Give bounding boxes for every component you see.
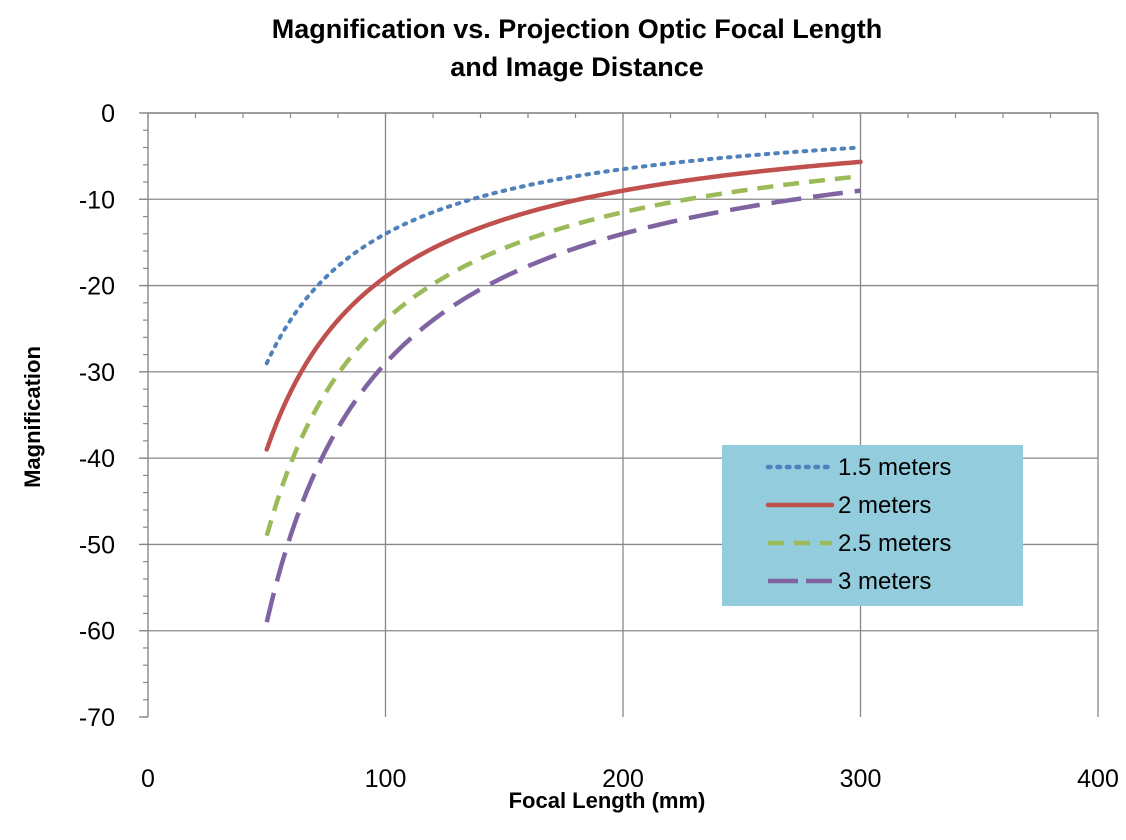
tick-labels: 0 -10 -20 -30 -40 -50 -60 -70 0 100 200 300 400: [79, 100, 1119, 793]
x-tick-label: 0: [141, 765, 155, 793]
y-tick-label: -70: [79, 704, 115, 732]
chart-title-line-2: and Image Distance: [450, 52, 704, 82]
x-tick-label: 200: [602, 765, 644, 793]
y-axis-title: Magnification: [20, 346, 45, 488]
y-tick-label: -30: [79, 359, 115, 387]
legend-label-4: 3 meters: [838, 568, 931, 595]
series-line-3: [264, 174, 861, 537]
grid-lines: [148, 112, 1099, 717]
legend-items: 1.5 meters 2 meters 2.5 meters 3 meters: [765, 454, 951, 595]
series-lines: [264, 145, 863, 623]
y-tick-label: 0: [101, 100, 115, 128]
legend: 1.5 meters 2 meters 2.5 meters 3 meters: [722, 445, 1023, 606]
chart-title-line-1: Magnification vs. Projection Optic Focal…: [272, 14, 883, 44]
y-tick-label: -20: [79, 273, 115, 301]
x-axis-title: Focal Length (mm): [509, 788, 706, 813]
legend-label-2: 2 meters: [838, 492, 931, 519]
x-tick-label: 300: [840, 765, 882, 793]
legend-label-1: 1.5 meters: [838, 454, 951, 481]
y-tick-label: -40: [79, 445, 115, 473]
series-line-4: [264, 188, 861, 623]
series-line-1: [264, 145, 863, 366]
axes: [139, 112, 1099, 718]
legend-label-3: 2.5 meters: [838, 530, 951, 557]
y-tick-label: -10: [79, 186, 115, 214]
series-line-2: [264, 159, 863, 452]
x-tick-label: 400: [1077, 765, 1119, 793]
x-tick-label: 100: [365, 765, 407, 793]
y-tick-label: -50: [79, 531, 115, 559]
y-tick-label: -60: [79, 618, 115, 646]
